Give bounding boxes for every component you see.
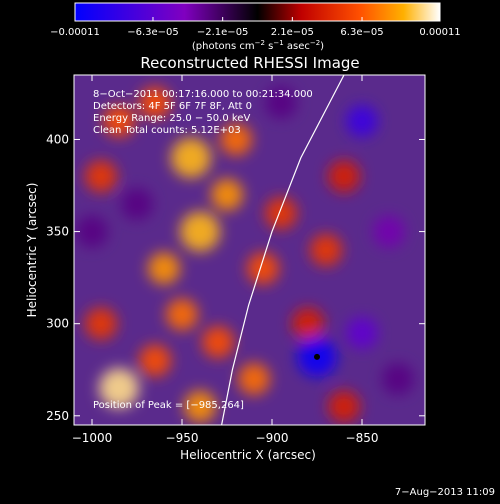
annotation-time-range: 8−Oct−2011 00:17:16.000 to 00:21:34.000 [93, 89, 313, 100]
x-axis: −1000 −950 −900 −850 [72, 75, 379, 445]
intensity-blob [238, 362, 270, 395]
colorbar-tick-label: 0.00011 [419, 27, 460, 38]
intensity-blob [382, 362, 414, 395]
colorbar-tick-label: 2.1e−05 [271, 27, 314, 38]
intensity-blob [166, 298, 198, 331]
footer-timestamp: 7−Aug−2013 11:09 [395, 487, 495, 498]
intensity-blob [148, 252, 180, 285]
annotation-clean-counts: Clean Total counts: 5.12E+03 [93, 125, 241, 136]
y-tick-label: 350 [46, 225, 69, 239]
annotation-detectors: Detectors: 4F 5F 6F 7F 8F, Att 0 [93, 101, 252, 112]
intensity-blob [85, 307, 117, 340]
y-tick-label: 300 [46, 317, 69, 331]
intensity-blob [211, 178, 243, 211]
y-axis: 250 300 350 400 [46, 132, 425, 423]
intensity-blob [265, 197, 297, 230]
minimum-marker [314, 353, 320, 360]
colorbar-unit: (photons cm−2 s−1 asec−2) [192, 39, 324, 52]
peak-position-label: Position of Peak = [−985,264] [93, 400, 244, 411]
intensity-blob [180, 211, 220, 252]
x-tick-label: −950 [166, 431, 199, 445]
intensity-blob [171, 137, 211, 178]
intensity-blob [99, 368, 139, 409]
intensity-blob [328, 160, 360, 193]
intensity-blob [328, 390, 360, 423]
intensity-blob [346, 105, 378, 138]
intensity-blob [103, 105, 135, 138]
y-axis-label: Heliocentric Y (arcsec) [25, 183, 39, 318]
intensity-blob [202, 326, 234, 359]
intensity-blob [85, 160, 117, 193]
intensity-blob [220, 123, 252, 156]
intensity-blob [346, 316, 378, 349]
colorbar-tick-label: −6.3e−05 [127, 27, 179, 38]
colorbar [74, 2, 441, 22]
intensity-blob [121, 187, 153, 220]
intensity-blob [139, 344, 171, 377]
y-tick-label: 250 [46, 409, 69, 423]
chart-title: Reconstructed RHESSI Image [140, 54, 359, 72]
solar-limb-curve [221, 75, 345, 425]
colorbar-tick-label: −2.1e−05 [197, 27, 249, 38]
plot-frame [73, 74, 426, 426]
colorbar-tick-label: 6.3e−05 [340, 27, 383, 38]
intensity-blob [139, 86, 171, 119]
intensity-blob [76, 215, 108, 248]
intensity-blob [373, 215, 405, 248]
image-area [74, 75, 425, 425]
x-tick-label: −850 [346, 431, 379, 445]
intensity-blob [247, 252, 279, 285]
y-tick-label: 400 [46, 132, 69, 146]
x-tick-label: −1000 [72, 431, 113, 445]
intensity-blob [310, 234, 342, 266]
colorbar-ticks: −0.00011 −6.3e−05 −2.1e−05 2.1e−05 6.3e−05 0.… [50, 17, 461, 38]
annotation-energy-range: Energy Range: 25.0 − 50.0 keV [93, 113, 250, 124]
x-tick-label: −900 [256, 431, 289, 445]
colorbar-tick-label: −0.00011 [50, 27, 100, 38]
annotation-block: 8−Oct−2011 00:17:16.000 to 00:21:34.000 … [93, 89, 313, 411]
x-axis-label: Heliocentric X (arcsec) [180, 448, 316, 462]
intensity-blob [265, 86, 297, 119]
intensity-blob [184, 390, 216, 423]
intensity-blob [292, 307, 324, 340]
